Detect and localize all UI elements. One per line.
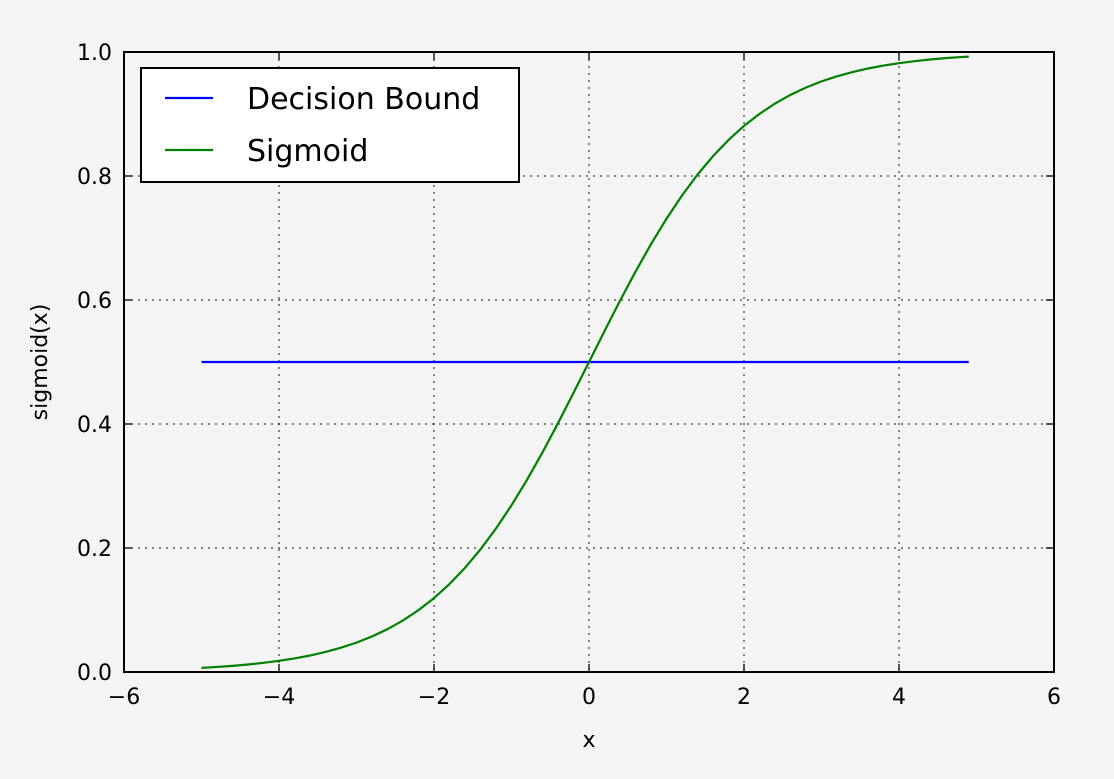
y-tick-label: 0.2	[77, 537, 112, 562]
x-tick-label: 4	[892, 685, 906, 710]
y-axis-label: sigmoid(x)	[28, 304, 53, 421]
y-tick-label: 0.4	[77, 413, 112, 438]
legend-label: Decision Bound	[247, 82, 480, 117]
legend-box	[140, 67, 520, 183]
x-tick-label: −2	[418, 685, 450, 710]
legend-label: Sigmoid	[247, 134, 368, 169]
legend: Decision Bound Sigmoid	[140, 67, 520, 183]
y-tick-label: 1.0	[77, 41, 112, 66]
x-tick-label: −4	[263, 685, 295, 710]
x-tick-label: −6	[108, 685, 140, 710]
y-tick-label: 0.0	[77, 661, 112, 686]
x-tick-label: 6	[1047, 685, 1061, 710]
series-line-sigmoid	[201, 55, 969, 669]
x-tick-label: 2	[737, 685, 751, 710]
ticks: −6 −4 −2 0 2 4 6 0.0 0.2 0.4 0.6 0.8 1.0	[77, 41, 1061, 710]
x-tick-label: 0	[582, 685, 596, 710]
y-tick-label: 0.6	[77, 289, 112, 314]
y-tick-label: 0.8	[77, 165, 112, 190]
x-axis-label: x	[582, 728, 595, 753]
series-layer	[201, 55, 969, 669]
